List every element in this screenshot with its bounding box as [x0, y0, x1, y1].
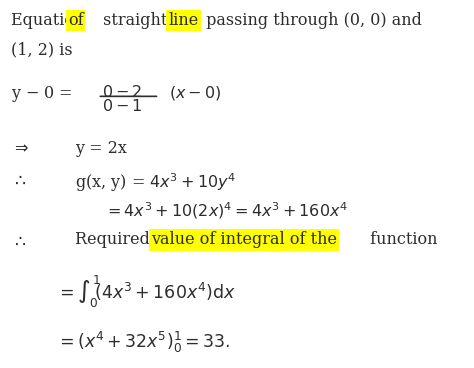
Text: y = 2x: y = 2x — [74, 140, 127, 157]
Text: $\Rightarrow$: $\Rightarrow$ — [10, 140, 28, 155]
Text: $\therefore$: $\therefore$ — [10, 171, 26, 189]
Text: $= 4x^3 + 10(2x)^4 = 4x^3 + 160x^4$: $= 4x^3 + 10(2x)^4 = 4x^3 + 160x^4$ — [104, 201, 348, 221]
Text: line: line — [169, 13, 199, 29]
Text: $0 - 2$: $0 - 2$ — [102, 84, 143, 101]
Text: y $-$ 0 =: y $-$ 0 = — [10, 84, 74, 103]
Text: value of integral of the: value of integral of the — [151, 231, 337, 248]
Text: Equation: Equation — [10, 13, 89, 29]
Text: g(x, y) = $4x^3 + 10y^4$: g(x, y) = $4x^3 + 10y^4$ — [74, 171, 236, 194]
Text: straight: straight — [98, 13, 172, 29]
Text: Required: Required — [74, 231, 155, 248]
Text: (1, 2) is: (1, 2) is — [10, 42, 72, 59]
Text: function: function — [365, 231, 438, 248]
Text: passing through (0, 0) and: passing through (0, 0) and — [201, 13, 421, 29]
Text: $= \left(x^4 + 32x^5\right)_0^1 = 33.$: $= \left(x^4 + 32x^5\right)_0^1 = 33.$ — [56, 330, 231, 355]
Text: $0 - 1$: $0 - 1$ — [102, 98, 143, 115]
Text: $(x - 0)$: $(x - 0)$ — [169, 84, 221, 102]
Text: $= \int_0^1 \!\!\left(4x^3 + 160x^4\right)\mathrm{d}x$: $= \int_0^1 \!\!\left(4x^3 + 160x^4\righ… — [56, 273, 236, 309]
Text: $\therefore$: $\therefore$ — [10, 231, 26, 250]
Text: of: of — [68, 13, 83, 29]
